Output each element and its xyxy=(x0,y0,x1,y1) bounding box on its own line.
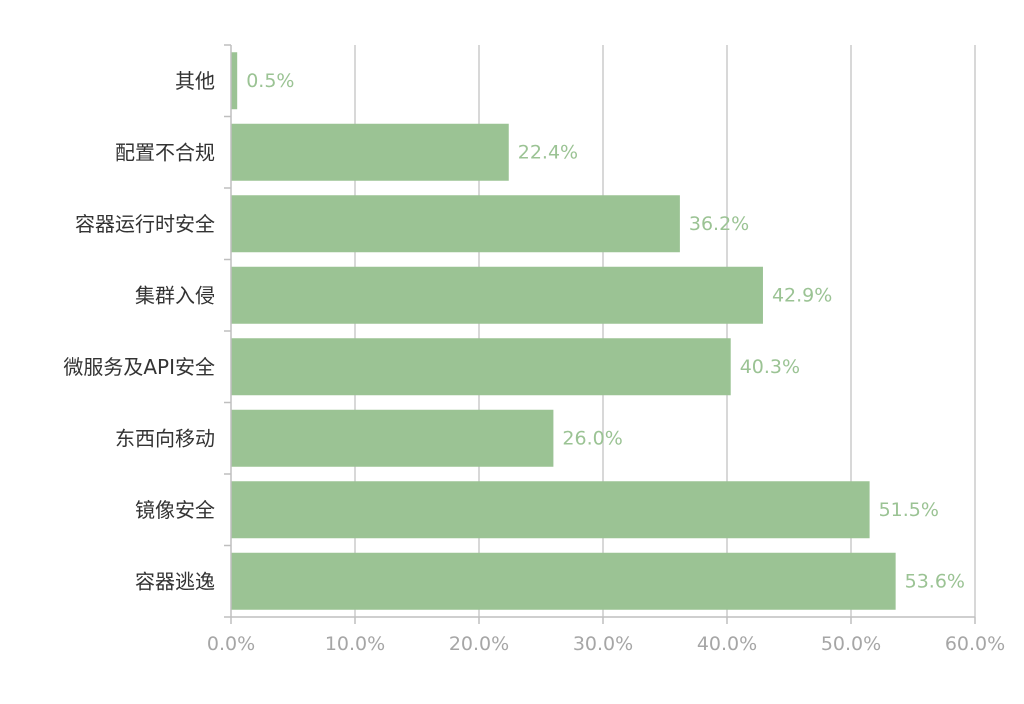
x-tick-label: 40.0% xyxy=(697,633,757,655)
data-label: 0.5% xyxy=(246,70,294,92)
x-tick-label: 30.0% xyxy=(573,633,633,655)
x-tick-label: 60.0% xyxy=(945,633,1005,655)
y-tick-label: 集群入侵 xyxy=(135,283,215,307)
y-tick-label: 容器逃逸 xyxy=(135,569,215,593)
axes xyxy=(224,44,976,624)
bar xyxy=(231,195,680,253)
bars xyxy=(231,52,896,610)
bar xyxy=(231,481,870,539)
x-tick-label: 50.0% xyxy=(821,633,881,655)
data-label: 22.4% xyxy=(518,141,578,163)
y-tick-label: 容器运行时安全 xyxy=(75,212,215,236)
labels: 0.5% 其他 22.4% 配置不合规 36.2% 容器运行时安全 42.9% 集群入侵 40.… xyxy=(63,69,1005,655)
y-tick-label: 东西向移动 xyxy=(115,426,215,450)
x-tick-label: 10.0% xyxy=(325,633,385,655)
data-label: 36.2% xyxy=(689,213,749,235)
y-tick-label: 配置不合规 xyxy=(115,140,215,164)
bar xyxy=(231,338,731,396)
bar xyxy=(231,266,763,324)
y-tick-label: 微服务及API安全 xyxy=(63,355,215,379)
x-tick-label: 20.0% xyxy=(449,633,509,655)
data-label: 42.9% xyxy=(772,284,832,306)
bar xyxy=(231,123,509,181)
bar xyxy=(231,552,896,610)
data-label: 26.0% xyxy=(562,427,622,449)
data-label: 53.6% xyxy=(905,570,965,592)
bar xyxy=(231,409,554,467)
x-tick-label: 0.0% xyxy=(207,633,255,655)
y-tick-label: 其他 xyxy=(175,69,215,93)
y-tick-label: 镜像安全 xyxy=(135,498,215,522)
data-label: 51.5% xyxy=(879,499,939,521)
data-label: 40.3% xyxy=(740,356,800,378)
bar xyxy=(231,52,238,110)
